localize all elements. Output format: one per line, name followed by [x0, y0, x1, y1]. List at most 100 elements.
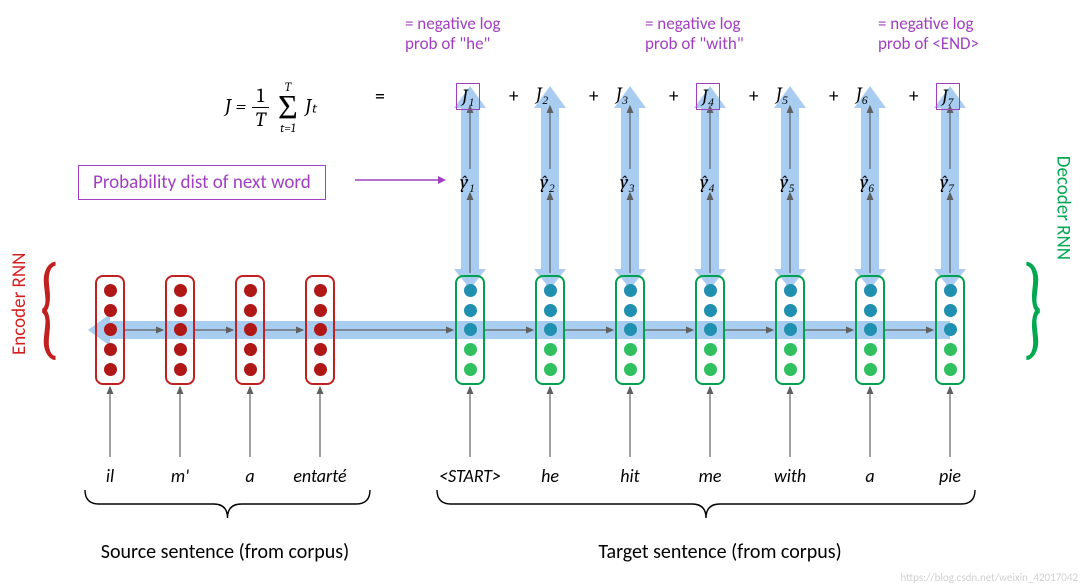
yhat-label: ŷ₃ [620, 171, 635, 194]
input-word: with [774, 465, 806, 487]
rnn-dot [314, 304, 327, 317]
rnn-dot [104, 284, 117, 297]
neglog-annotation: = negative logprob of "with" [645, 14, 744, 55]
rnn-dot [104, 363, 117, 376]
rnn-dot [704, 343, 717, 356]
formula-J: J = [225, 94, 246, 117]
neglog-line1: = negative log [878, 14, 979, 34]
rnn-dot [314, 323, 327, 336]
input-word: <START> [439, 465, 501, 487]
rnn-dot [544, 363, 557, 376]
frac-bot: T [252, 108, 268, 131]
rnn-dot [624, 284, 637, 297]
neglog-line2: prob of "with" [645, 34, 744, 54]
neglog-annotation: = negative logprob of <END> [878, 14, 979, 55]
rnn-dot [784, 343, 797, 356]
rnn-dot [244, 284, 257, 297]
sum-term: Jₜ [305, 94, 317, 117]
rnn-cell [855, 275, 885, 385]
yhat-label: ŷ₄ [700, 171, 715, 194]
input-word: a [865, 465, 874, 487]
rnn-dot [944, 343, 957, 356]
loss-term: J₄ [696, 83, 720, 110]
rnn-dot [864, 343, 877, 356]
rnn-cell [775, 275, 805, 385]
rnn-dot [544, 343, 557, 356]
rnn-dot [944, 304, 957, 317]
rnn-dot [944, 284, 957, 297]
rnn-dot [174, 343, 187, 356]
rnn-dot [784, 323, 797, 336]
rnn-dot [784, 284, 797, 297]
rnn-cell [935, 275, 965, 385]
rnn-dot [544, 323, 557, 336]
rnn-dot [174, 304, 187, 317]
rnn-cell [235, 275, 265, 385]
rnn-dot [944, 323, 957, 336]
loss-term: J₆ [856, 83, 868, 106]
rnn-dot [704, 323, 717, 336]
rnn-dot [314, 284, 327, 297]
rnn-cell [305, 275, 335, 385]
rnn-cell [535, 275, 565, 385]
rnn-dot [174, 284, 187, 297]
plus-sign: + [824, 85, 843, 108]
watermark-text: https://blog.csdn.net/weixin_42017042 [900, 571, 1078, 584]
rnn-dot [104, 343, 117, 356]
loss-term: J₅ [776, 83, 788, 106]
rnn-dot [174, 363, 187, 376]
loss-term: J₂ [536, 83, 548, 106]
rnn-dot [464, 304, 477, 317]
rnn-cell [165, 275, 195, 385]
plus-sign: + [744, 85, 763, 108]
yhat-label: ŷ₆ [860, 171, 875, 194]
rnn-dot [704, 363, 717, 376]
plus-sign: + [504, 85, 523, 108]
loss-term: J₇ [936, 83, 960, 110]
input-word: me [699, 465, 722, 487]
input-word: a [245, 465, 254, 487]
input-word: m' [171, 465, 189, 487]
rnn-dot [174, 323, 187, 336]
rnn-dot [624, 343, 637, 356]
rnn-dot [104, 323, 117, 336]
encoder-brace: { [34, 240, 60, 373]
rnn-dot [464, 363, 477, 376]
rnn-cell [95, 275, 125, 385]
decoder-rnn-label: Decoder RNN [1051, 156, 1074, 260]
rnn-dot [244, 304, 257, 317]
loss-term: J₃ [616, 83, 628, 106]
rnn-dot [624, 304, 637, 317]
rnn-dot [544, 304, 557, 317]
target-caption: Target sentence (from corpus) [520, 540, 920, 564]
encoder-rnn-label: Encoder RNN [8, 253, 31, 355]
neglog-line2: prob of <END> [878, 34, 979, 54]
yhat-label: ŷ₅ [780, 171, 795, 194]
rnn-dot [864, 363, 877, 376]
rnn-dot [244, 323, 257, 336]
rnn-cell [455, 275, 485, 385]
frac-top: 1 [252, 84, 268, 108]
rnn-dot [464, 323, 477, 336]
input-word: pie [939, 465, 961, 487]
yhat-label: ŷ₁ [460, 171, 475, 194]
rnn-dot [704, 304, 717, 317]
input-word: he [541, 465, 559, 487]
rnn-dot [704, 284, 717, 297]
loss-term: J₁ [456, 83, 480, 110]
neglog-line1: = negative log [645, 14, 744, 34]
rnn-dot [864, 304, 877, 317]
rnn-dot [624, 363, 637, 376]
formula-lhs: J = 1 T T Σ t=1 Jₜ [225, 80, 317, 135]
sum-bot: t=1 [278, 121, 298, 135]
neglog-annotation: = negative logprob of "he" [405, 14, 501, 55]
rnn-dot [314, 363, 327, 376]
neglog-line1: = negative log [405, 14, 501, 34]
decoder-brace: } [1022, 240, 1048, 373]
neglog-line2: prob of "he" [405, 34, 501, 54]
rnn-dot [104, 304, 117, 317]
input-word: entarté [293, 465, 346, 487]
formula-eq: = [375, 85, 385, 109]
rnn-dot [314, 343, 327, 356]
rnn-dot [544, 284, 557, 297]
